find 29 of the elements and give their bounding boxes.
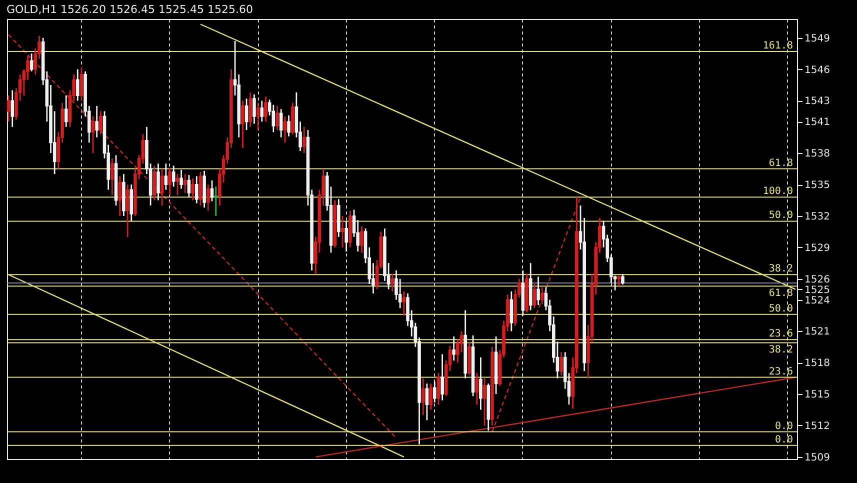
annotation: 50.0 [768,303,793,314]
y-tick-label: 1525 [804,284,830,296]
y-tick-label: 1521 [804,326,830,338]
chart-title: GOLD,H1 1526.20 1526.45 1525.45 1525.60 [6,3,253,16]
y-tick-label: 1524 [804,295,830,306]
y-tick-label: 1549 [804,33,830,44]
y-tick-label: 1541 [804,117,830,128]
annotation: 23.6 [768,328,793,340]
y-tick-label: 1518 [804,358,830,370]
y-tick-label: 1512 [804,420,830,432]
y-tick-label: 1532 [804,211,830,222]
y-tick-label: 1509 [804,452,830,464]
annotation: 38.2 [768,264,793,275]
y-tick-label: 1526 [804,274,830,286]
annotation: 61.8 [768,158,793,169]
annotation: 161.8 [762,40,793,52]
annotation: 50.0 [768,210,793,222]
y-tick-label: 1529 [804,242,830,254]
y-tick-label: 1543 [804,96,830,108]
annotation: 38.2 [768,344,793,356]
y-tick-label: 1515 [804,390,830,401]
y-tick-label: 1546 [804,64,830,76]
annotation: 0.0 [774,420,793,432]
annotation: 100.0 [762,186,793,198]
y-tick-label: 1538 [804,148,830,160]
annotation: 0.0 [774,434,793,446]
annotation: 23.6 [768,366,793,378]
annotation: 61.8 [768,288,793,300]
y-tick-label: 1535 [804,180,830,192]
